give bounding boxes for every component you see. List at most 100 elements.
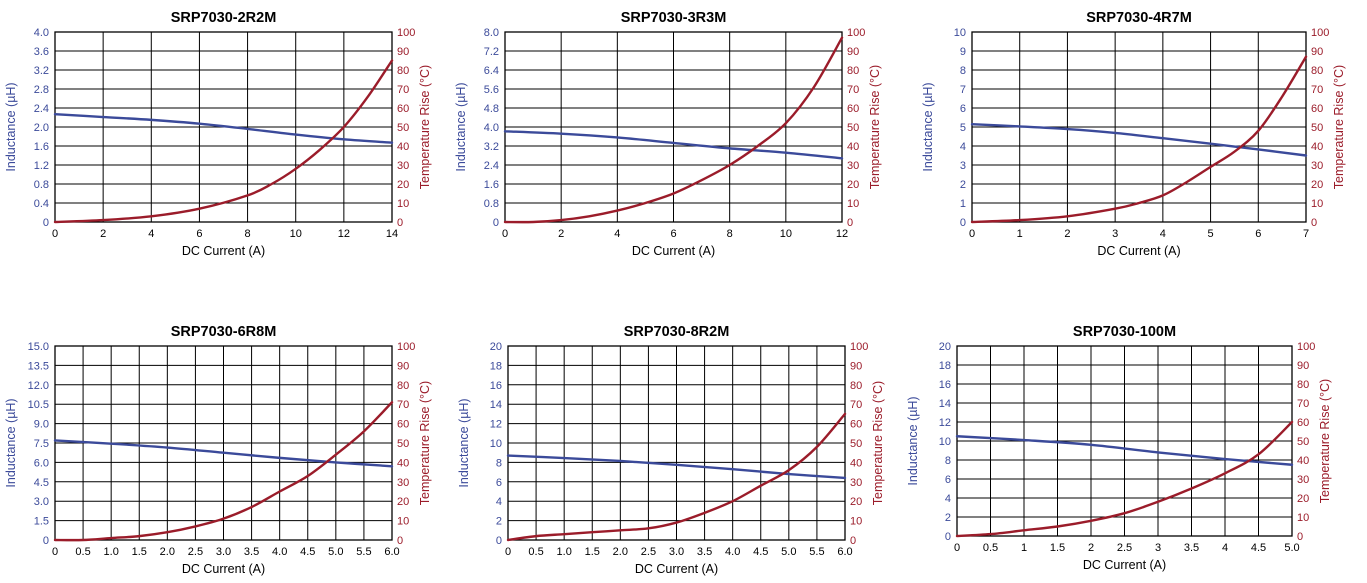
y-tick-label: 8 bbox=[960, 65, 966, 77]
y2-tick-label: 30 bbox=[1297, 474, 1309, 486]
inductance-line bbox=[955, 435, 1294, 466]
x-axis-label: DC Current (A) bbox=[632, 244, 715, 258]
y2-tick-label: 90 bbox=[397, 360, 409, 372]
y-tick-label: 0.4 bbox=[34, 198, 49, 210]
y2-tick-label: 90 bbox=[397, 46, 409, 58]
y-tick-label: 2 bbox=[496, 516, 502, 528]
y2-tick-label: 100 bbox=[850, 341, 868, 353]
x-tick-label: 14 bbox=[386, 228, 398, 240]
x-tick-label: 0 bbox=[502, 228, 508, 240]
plot-frame bbox=[504, 31, 843, 223]
x-tick-label: 3.0 bbox=[669, 546, 684, 558]
x-tick-label: 2.5 bbox=[641, 546, 656, 558]
y2-tick-label: 90 bbox=[847, 46, 859, 58]
x-tick-label: 3.0 bbox=[216, 546, 231, 558]
x-tick-label: 0.5 bbox=[528, 546, 543, 558]
x-tick-label: 5 bbox=[1208, 228, 1214, 240]
y2-tick-label: 10 bbox=[397, 198, 409, 210]
y-tick-label: 7.5 bbox=[34, 438, 49, 450]
x-tick-label: 7 bbox=[1303, 228, 1309, 240]
y-tick-label: 7.2 bbox=[484, 46, 499, 58]
y2-tick-label: 50 bbox=[847, 122, 859, 134]
x-tick-label: 3.5 bbox=[697, 546, 712, 558]
y-tick-label: 7 bbox=[960, 84, 966, 96]
x-tick-label: 2 bbox=[1064, 228, 1070, 240]
y-tick-label: 8.0 bbox=[484, 27, 499, 39]
y2-tick-label: 30 bbox=[847, 160, 859, 172]
y2-tick-label: 100 bbox=[1297, 341, 1315, 353]
temperature-rise-line bbox=[970, 55, 1308, 224]
y-axis-label: Inductance (µH) bbox=[906, 396, 920, 485]
y-tick-label: 20 bbox=[939, 341, 951, 353]
y2-tick-label: 30 bbox=[397, 160, 409, 172]
x-tick-label: 4 bbox=[148, 228, 154, 240]
y-tick-label: 4.5 bbox=[34, 477, 49, 489]
x-tick-label: 1.0 bbox=[104, 546, 119, 558]
y-tick-label: 2.0 bbox=[34, 122, 49, 134]
y2-tick-label: 40 bbox=[397, 141, 409, 153]
x-tick-label: 5.0 bbox=[328, 546, 343, 558]
y2-tick-label: 0 bbox=[397, 217, 403, 229]
y-tick-label: 6.4 bbox=[484, 65, 499, 77]
y2-tick-label: 80 bbox=[397, 65, 409, 77]
y-tick-label: 0 bbox=[960, 217, 966, 229]
y-tick-label: 4.0 bbox=[34, 27, 49, 39]
x-tick-label: 5.0 bbox=[781, 546, 796, 558]
y2-tick-label: 40 bbox=[850, 457, 862, 469]
y-tick-label: 12.0 bbox=[28, 380, 49, 392]
y-tick-label: 2 bbox=[960, 179, 966, 191]
x-tick-label: 12 bbox=[338, 228, 350, 240]
x-tick-label: 0 bbox=[954, 542, 960, 554]
y2-tick-label: 90 bbox=[1297, 360, 1309, 372]
x-tick-label: 1.5 bbox=[1050, 542, 1065, 554]
y2-tick-label: 10 bbox=[397, 516, 409, 528]
y2-tick-label: 80 bbox=[1297, 379, 1309, 391]
x-tick-label: 0.5 bbox=[75, 546, 90, 558]
y2-tick-label: 70 bbox=[397, 84, 409, 96]
y-tick-label: 4.0 bbox=[484, 122, 499, 134]
temperature-rise-line bbox=[503, 36, 844, 224]
y2-tick-label: 60 bbox=[847, 103, 859, 115]
plot-frame bbox=[54, 345, 393, 541]
y-tick-label: 14 bbox=[490, 399, 502, 411]
inductance-line bbox=[53, 439, 394, 468]
chart-title: SRP7030-100M bbox=[1073, 324, 1176, 340]
inductance-line bbox=[970, 122, 1308, 157]
y2-tick-label: 100 bbox=[397, 27, 415, 39]
y2-tick-label: 0 bbox=[397, 535, 403, 547]
x-tick-label: 6 bbox=[196, 228, 202, 240]
x-tick-label: 2.5 bbox=[188, 546, 203, 558]
y-tick-label: 0.8 bbox=[34, 179, 49, 191]
x-tick-label: 0 bbox=[52, 228, 58, 240]
y-tick-label: 3.2 bbox=[34, 65, 49, 77]
y-tick-label: 14 bbox=[939, 398, 951, 410]
y2-tick-label: 100 bbox=[1311, 27, 1329, 39]
x-axis-label: DC Current (A) bbox=[635, 562, 718, 576]
y2-tick-label: 60 bbox=[1297, 417, 1309, 429]
y2-tick-label: 60 bbox=[397, 419, 409, 431]
y-tick-label: 0 bbox=[493, 217, 499, 229]
x-tick-label: 6 bbox=[670, 228, 676, 240]
y-tick-label: 0 bbox=[43, 535, 49, 547]
y2-tick-label: 30 bbox=[850, 477, 862, 489]
y2-tick-label: 40 bbox=[397, 457, 409, 469]
x-tick-label: 6.0 bbox=[837, 546, 852, 558]
y-tick-label: 1.6 bbox=[484, 179, 499, 191]
y-tick-label: 9.0 bbox=[34, 419, 49, 431]
plot-frame bbox=[956, 345, 1293, 537]
plot-frame bbox=[54, 31, 393, 223]
x-tick-label: 1 bbox=[1017, 228, 1023, 240]
y2-tick-label: 60 bbox=[397, 103, 409, 115]
y2-tick-label: 70 bbox=[397, 399, 409, 411]
y-tick-label: 1.6 bbox=[34, 141, 49, 153]
y2-tick-label: 20 bbox=[847, 179, 859, 191]
x-tick-label: 4 bbox=[1160, 228, 1166, 240]
y-axis-label: Inductance (µH) bbox=[454, 82, 468, 171]
temperature-rise-line bbox=[53, 59, 394, 224]
chart-title: SRP7030-2R2M bbox=[171, 10, 277, 26]
y2-tick-label: 10 bbox=[1311, 198, 1323, 210]
y-tick-label: 12 bbox=[490, 419, 502, 431]
y2-tick-label: 70 bbox=[850, 399, 862, 411]
